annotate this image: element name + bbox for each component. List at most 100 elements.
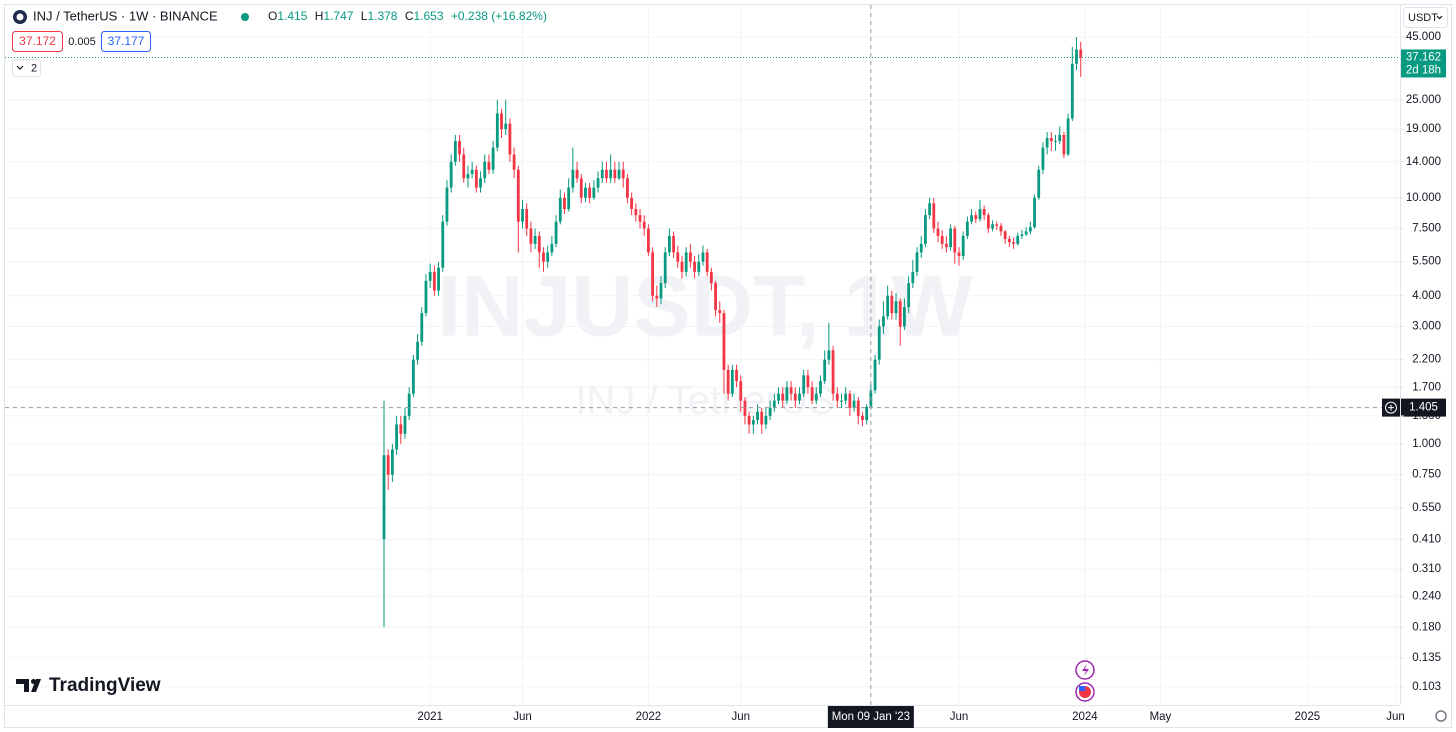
y-tick-label: 0.310	[1412, 563, 1441, 575]
candle-body	[957, 252, 961, 257]
settings-icon[interactable]	[1435, 710, 1447, 722]
candle-body	[873, 359, 877, 391]
candle-body	[504, 123, 508, 130]
candle-body	[390, 449, 394, 475]
sell-button[interactable]	[12, 31, 63, 52]
last-price-label: 37.162	[1406, 51, 1441, 63]
candle-body	[542, 252, 545, 262]
x-tick-label: 2022	[636, 711, 662, 723]
candle-body	[474, 169, 478, 188]
candle-body	[705, 252, 709, 272]
candle-body	[722, 313, 726, 370]
candle-body	[974, 215, 978, 220]
candle-body	[600, 169, 604, 179]
x-tick-label: May	[1150, 711, 1172, 723]
candle-body	[596, 178, 600, 188]
candle-body	[697, 261, 701, 272]
candle-body	[382, 455, 386, 540]
buy-button[interactable]	[101, 31, 151, 52]
y-tick-label: 45.000	[1406, 31, 1441, 43]
candle-body	[617, 169, 621, 179]
ohlc-prefix: H	[315, 9, 324, 23]
candle-body	[856, 400, 860, 416]
candle-body	[965, 221, 969, 236]
candle-body	[684, 252, 688, 272]
candle-body	[479, 178, 482, 188]
plot	[382, 36, 1083, 628]
candle-body	[672, 235, 675, 253]
candle-body	[777, 393, 780, 401]
x-tick-label: Jun	[950, 711, 969, 723]
symbol-title[interactable]: INJ / TetherUS · 1W · BINANCE	[33, 8, 218, 23]
candle-body	[978, 209, 982, 220]
candle-body	[470, 169, 474, 174]
candle-body	[970, 215, 973, 222]
candle-body	[877, 326, 881, 360]
candle-body	[441, 221, 445, 268]
indicators-toggle[interactable]	[12, 59, 41, 77]
candle-body	[605, 169, 608, 179]
event-glyph	[1082, 664, 1089, 676]
y-tick-label: 0.240	[1412, 591, 1441, 603]
candle-body	[634, 209, 638, 216]
candle-body	[449, 161, 453, 188]
candle-body	[663, 252, 667, 284]
buy-price: 37.177	[108, 34, 145, 48]
ohlc-change: +0.238 (+16.82%)	[451, 9, 547, 23]
candle-body	[491, 147, 495, 170]
candle-body	[579, 178, 583, 198]
logo-text[interactable]: TradingView	[49, 675, 161, 696]
x-tick-label: Jun	[731, 711, 750, 723]
crosshair-add-icon	[1388, 404, 1394, 411]
candle-body	[819, 381, 822, 394]
x-tick-label: Jun	[1386, 711, 1405, 723]
spread: 0.005	[68, 36, 96, 48]
candle-body	[445, 187, 449, 222]
chevron	[16, 65, 24, 70]
candle-body	[453, 141, 457, 162]
candle-body	[420, 313, 424, 342]
candle-body	[571, 169, 575, 188]
candle-body	[1058, 134, 1062, 142]
candle-body	[416, 341, 419, 360]
candle-body	[613, 169, 617, 179]
last-price-tag	[1401, 49, 1446, 78]
candle-body	[898, 301, 902, 327]
candle-body	[835, 393, 839, 401]
crosshair-date-label: Mon 09 Jan '23	[832, 711, 910, 723]
chevron	[1436, 15, 1443, 20]
candle-body	[953, 228, 957, 253]
candle-body	[403, 415, 407, 434]
candle-body	[516, 169, 520, 222]
candle-body	[584, 187, 587, 198]
symbol-icon-inner	[16, 13, 24, 21]
candle-body	[609, 169, 613, 179]
ohlc-prefix: O	[268, 9, 277, 23]
candle-body	[533, 235, 537, 244]
candle-body	[537, 235, 541, 253]
y-tick-label: 5.500	[1412, 256, 1441, 268]
candle-body	[986, 215, 990, 229]
candle-body	[840, 400, 843, 402]
candle-body	[911, 271, 915, 284]
y-tick-label: 1.300	[1412, 410, 1441, 422]
currency-select[interactable]	[1403, 7, 1448, 28]
candle-body	[458, 141, 461, 155]
candle-body	[1028, 227, 1032, 232]
candle-body	[751, 420, 755, 425]
candle-body	[1037, 169, 1041, 198]
candle-body	[1045, 137, 1049, 148]
candle-body	[781, 393, 785, 401]
ohlc-prefix: C	[405, 9, 414, 23]
candle-body	[1070, 63, 1074, 119]
candle-body	[655, 295, 659, 299]
currency-label: USDT	[1408, 12, 1438, 24]
sell-price: 37.172	[19, 34, 56, 48]
candle-body	[487, 161, 491, 170]
candle-body	[886, 295, 890, 317]
candle-body	[940, 235, 944, 244]
ohlc-prefix: L	[361, 9, 368, 23]
candle-body	[651, 252, 655, 296]
y-tick-label: 2.200	[1412, 354, 1441, 366]
market-status	[241, 13, 249, 21]
